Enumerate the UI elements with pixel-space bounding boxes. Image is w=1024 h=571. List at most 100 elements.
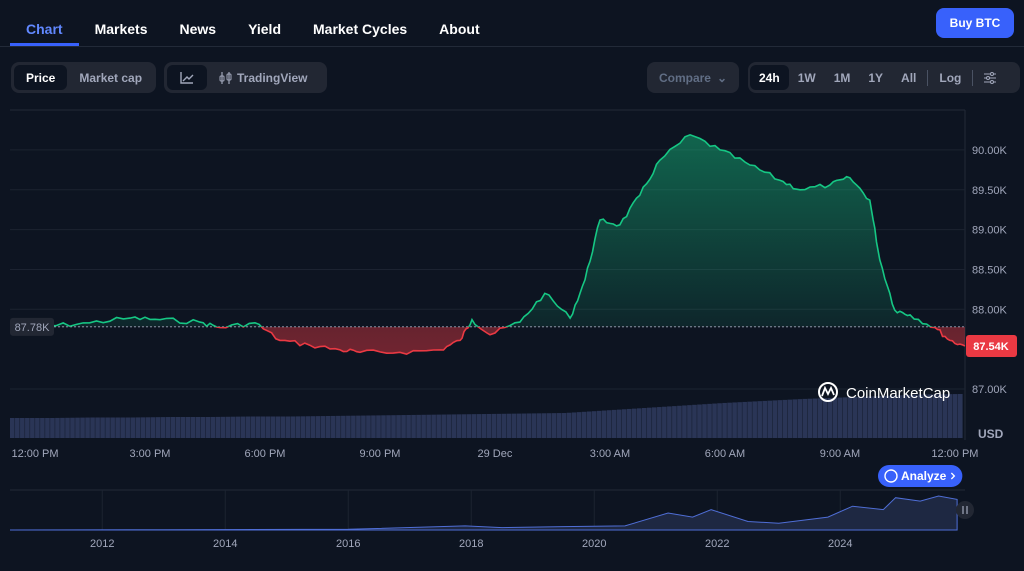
volume-bar [737, 402, 742, 438]
volume-bar [60, 417, 65, 438]
volume-bar [877, 396, 883, 438]
volume-bar [922, 394, 928, 438]
x-tick-label: 3:00 AM [590, 448, 630, 460]
compare-dropdown[interactable]: Compare ⌄ [647, 62, 739, 93]
range-1y[interactable]: 1Y [868, 70, 884, 85]
volume-bar [616, 409, 622, 438]
current-price-value: 87.54K [973, 341, 1009, 353]
volume-bar [210, 416, 216, 438]
volume-bar [917, 394, 923, 438]
range-separator [972, 69, 974, 86]
volume-bar [782, 399, 788, 438]
volume-bar [45, 418, 50, 438]
volume-bar [692, 404, 697, 438]
volume-bar [451, 414, 457, 438]
volume-bar [636, 408, 642, 438]
analyze-button[interactable]: Analyze [878, 465, 963, 487]
line-chart-button[interactable] [167, 65, 207, 90]
tab-news[interactable]: News [179, 21, 217, 37]
range-1w[interactable]: 1W [797, 70, 816, 85]
range-24h[interactable]: 24h [750, 65, 789, 90]
volume-bar [325, 416, 331, 438]
volume-bar [401, 415, 406, 438]
volume-bar [165, 417, 171, 438]
volume-bar [130, 417, 135, 438]
volume-bar [621, 409, 627, 438]
volume-bar [641, 408, 647, 438]
volume-bar [426, 414, 431, 438]
volume-bar [832, 397, 838, 438]
sliders-icon [984, 71, 997, 84]
volume-bar [95, 417, 100, 438]
volume-bar [897, 395, 903, 438]
x-tick-label: 3:00 PM [130, 448, 171, 460]
volume-bar [757, 401, 762, 438]
volume-bar [105, 417, 110, 438]
range-selector: 24h 1W 1M 1Y All Log [748, 62, 1020, 93]
tab-market-cycles[interactable]: Market Cycles [313, 21, 408, 37]
volume-bar [932, 394, 938, 438]
volume-bar [892, 395, 898, 438]
settings-button[interactable] [975, 65, 1005, 90]
market-cap-button[interactable]: Market cap [79, 70, 143, 85]
volume-bar [792, 399, 798, 438]
volume-bar [912, 394, 918, 438]
volume-bar [712, 403, 717, 438]
volume-bar [336, 415, 341, 438]
volume-bar [647, 407, 652, 438]
volume-bar [531, 413, 537, 438]
volume-bar [481, 414, 487, 438]
volume-bar [662, 406, 667, 438]
volume-bar [546, 413, 552, 438]
x-tick-label: 6:00 PM [244, 448, 285, 460]
volume-bar [611, 409, 617, 438]
volume-bar [682, 405, 687, 438]
volume-bar [35, 418, 40, 438]
volume-bar [942, 394, 948, 438]
volume-bar [140, 417, 146, 438]
volume-bar [887, 395, 893, 438]
volume-bar [777, 400, 783, 438]
volume-bar [476, 414, 482, 438]
navigator-year-label: 2012 [90, 538, 114, 550]
volume-bar [310, 416, 316, 438]
volume-bar [20, 418, 25, 438]
volume-bar [516, 413, 522, 438]
volume-bar [496, 413, 502, 438]
navigator-handle[interactable] [956, 501, 974, 519]
volume-bar [466, 414, 472, 438]
volume-bar [571, 412, 577, 438]
volume-bar [536, 413, 542, 438]
tab-markets[interactable]: Markets [94, 21, 148, 37]
volume-bar [371, 415, 376, 438]
volume-bar [677, 405, 682, 438]
volume-bar [626, 408, 632, 438]
volume-bar [386, 415, 391, 438]
volume-bar [787, 399, 793, 438]
volume-bar [862, 396, 868, 438]
analyze-label: Analyze [901, 469, 947, 483]
volume-bar [541, 413, 547, 438]
volume-bar [40, 418, 45, 438]
buy-btc-button[interactable]: Buy BTC [936, 8, 1014, 38]
volume-bar [501, 413, 507, 438]
range-1m[interactable]: 1M [833, 70, 851, 85]
volume-bar [391, 415, 396, 438]
price-button[interactable]: Price [14, 65, 68, 90]
tab-yield[interactable]: Yield [248, 21, 281, 37]
tab-about[interactable]: About [439, 21, 480, 37]
volume-bar [320, 416, 326, 438]
volume-bar [827, 397, 833, 438]
volume-bar [145, 417, 151, 438]
volume-bar [752, 401, 757, 438]
tab-chart[interactable]: Chart [10, 0, 79, 46]
volume-bar [220, 416, 226, 438]
volume-bar [446, 414, 451, 438]
log-toggle[interactable]: Log [939, 70, 962, 85]
range-all[interactable]: All [901, 70, 917, 85]
volume-bar [85, 417, 90, 438]
volume-bar [431, 414, 436, 438]
compare-label: Compare [658, 70, 711, 85]
tradingview-button[interactable]: TradingView [207, 65, 319, 90]
